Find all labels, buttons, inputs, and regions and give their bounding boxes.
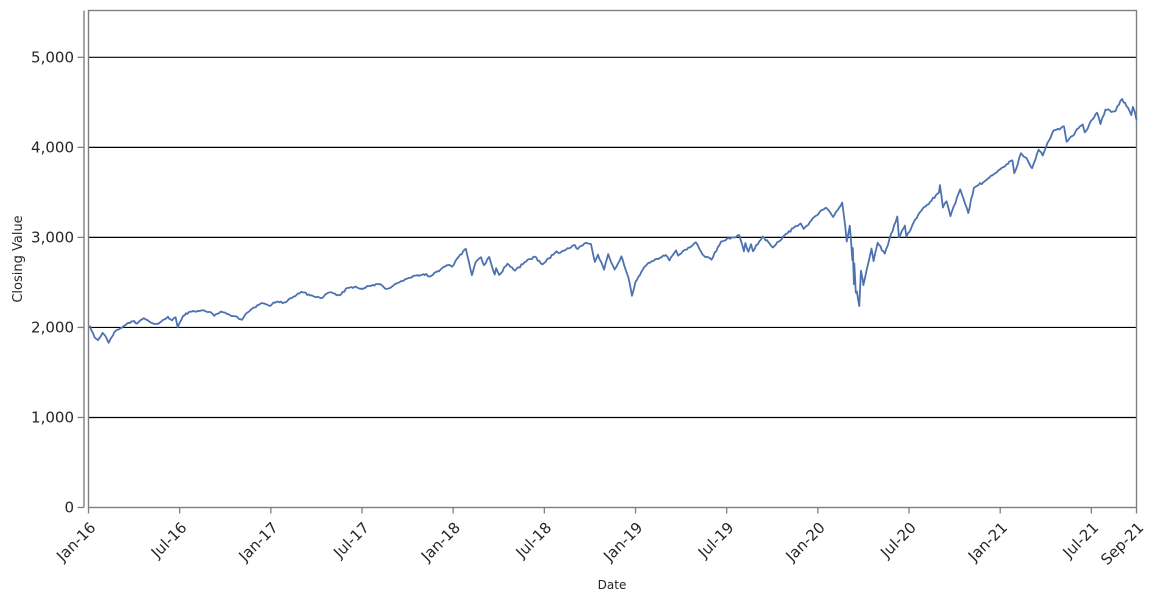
y-tick-label: 0 bbox=[64, 499, 74, 517]
x-tick-label: Jan-19 bbox=[599, 519, 646, 566]
y-axis-title: Closing Value bbox=[11, 215, 26, 302]
x-tick-label: Jan-16 bbox=[52, 519, 99, 566]
x-tick-label: Jan-21 bbox=[964, 519, 1011, 566]
series-line bbox=[89, 98, 1138, 344]
x-tick-label: Jul-16 bbox=[147, 519, 191, 563]
y-tick-label: 4,000 bbox=[31, 138, 74, 156]
x-axis-title: Date bbox=[598, 578, 627, 592]
x-tick-label: Jul-20 bbox=[876, 519, 920, 563]
x-tick-label: Jul-18 bbox=[512, 519, 556, 563]
x-tick-label: Jan-20 bbox=[782, 519, 829, 566]
x-tick-label: Jul-17 bbox=[329, 519, 373, 563]
chart-layer: 0 1,000 2,000 3,000 4,000 5,000 Jan-16 Jul-16 Ja… bbox=[31, 9, 1147, 569]
x-tick-label: Jan-18 bbox=[417, 519, 464, 566]
y-tick-label: 2,000 bbox=[31, 318, 74, 336]
y-tick-label: 5,000 bbox=[31, 48, 74, 66]
x-tick-label: Jul-19 bbox=[694, 519, 738, 563]
plot-frame bbox=[87, 9, 1138, 509]
y-tick-label: 3,000 bbox=[31, 228, 74, 246]
x-tick-label: Jan-17 bbox=[235, 519, 282, 566]
x-tick-label: Jul-21 bbox=[1059, 519, 1103, 563]
y-tick-label: 1,000 bbox=[31, 408, 74, 426]
x-tick-label: Sep-21 bbox=[1097, 519, 1147, 569]
